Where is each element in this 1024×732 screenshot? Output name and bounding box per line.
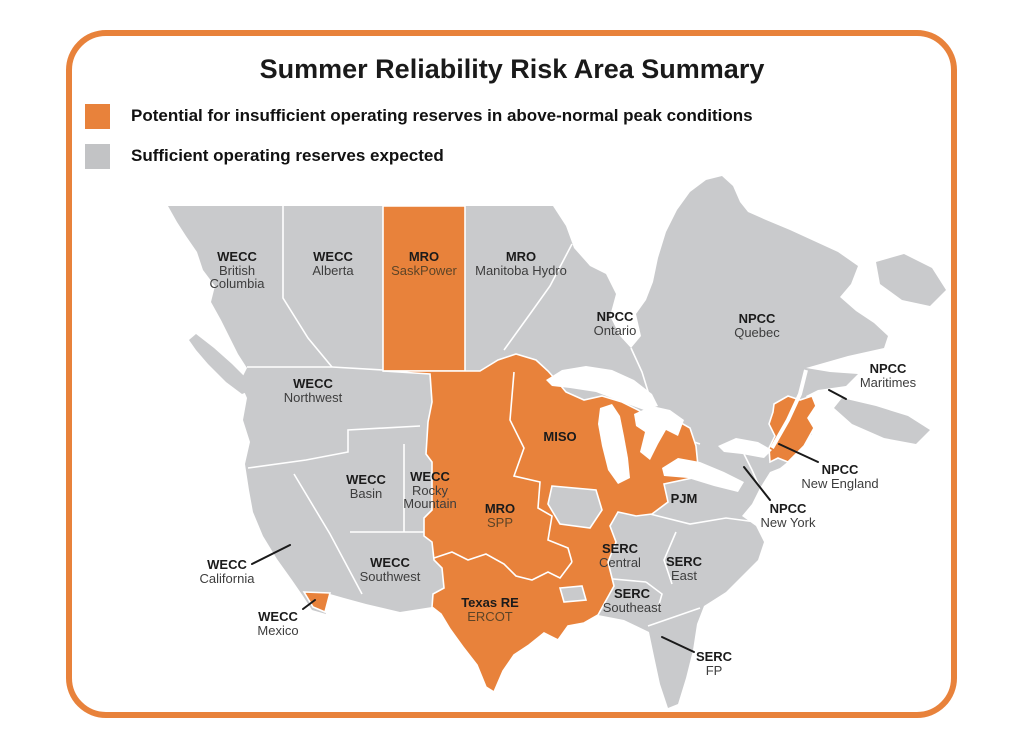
region-shape-baja-mexico (302, 591, 332, 614)
nova-scotia-maritimes (834, 398, 930, 444)
region-label-wecc-northwest: WECC Northwest (283, 376, 343, 405)
lake-erie (662, 458, 744, 492)
lake-ontario (718, 438, 772, 458)
leader-new-england (778, 443, 819, 463)
sufficient-color-swatch (85, 143, 110, 169)
region-label-npcc-new-york: NPCC New York (760, 501, 816, 530)
legend-row-risk: Potential for insufficient operating res… (85, 102, 753, 130)
region-label-pjm: PJM (670, 491, 698, 506)
region-label-wecc-basin: WECC Basin (346, 472, 386, 501)
legend: Potential for insufficient operating res… (85, 102, 753, 182)
enclave-missouri (547, 485, 603, 529)
enclave-east-texas (558, 585, 588, 603)
lake-huron (634, 406, 684, 460)
newfoundland-island (876, 254, 946, 306)
lake-superior (546, 366, 658, 410)
legend-label-sufficient: Sufficient operating reserves expected (131, 146, 444, 165)
region-label-serc-fp: SERC FP (695, 649, 733, 678)
region-label-miso: MISO (543, 429, 577, 444)
region-label-wecc-southwest: WECC Southwest (359, 555, 421, 584)
page-title: Summer Reliability Risk Area Summary (259, 54, 765, 84)
region-label-wecc-rocky-mountain: WECC Rocky Mountain (403, 469, 457, 511)
region-label-wecc-alberta: WECC Alberta (312, 249, 354, 278)
region-label-texas-re-ercot: Texas RE ERCOT (461, 595, 519, 624)
legend-row-sufficient: Sufficient operating reserves expected (85, 142, 753, 170)
region-label-npcc-ontario: NPCC Ontario (593, 309, 637, 338)
legend-label-risk: Potential for insufficient operating res… (131, 106, 753, 125)
great-lakes (546, 366, 772, 492)
vancouver-island (189, 334, 252, 394)
leader-new-york (743, 466, 771, 501)
leader-serc-fp (661, 636, 695, 653)
region-label-serc-central: SERC Central (599, 541, 641, 570)
leader-lines (251, 389, 847, 653)
region-label-npcc-maritimes: NPCC Maritimes (859, 361, 917, 390)
region-label-npcc-quebec: NPCC Quebec (734, 311, 780, 340)
region-label-mro-saskpower: MRO SaskPower (391, 249, 457, 278)
anticosti-island (842, 330, 872, 346)
region-label-npcc-new-england: NPCC New England (801, 462, 879, 491)
risk-area-internal-borders (433, 371, 573, 581)
region-label-mro-manitoba-hydro: MRO Manitoba Hydro (475, 249, 567, 278)
region-label-wecc-british-columbia: WECC British Columbia (209, 249, 265, 291)
risk-color-swatch (85, 103, 110, 129)
region-label-mro-spp: MRO SPP (484, 501, 516, 530)
st-lawrence-river (770, 369, 808, 449)
region-label-serc-southeast: SERC Southeast (602, 586, 662, 615)
leader-california (251, 544, 291, 565)
leader-maritimes (828, 389, 847, 400)
region-label-wecc-california: WECC California (199, 557, 255, 586)
leader-mexico (302, 599, 316, 610)
lake-michigan (598, 404, 630, 484)
region-label-wecc-mexico: WECC Mexico (257, 609, 299, 638)
region-label-serc-east: SERC East (665, 554, 703, 583)
region-shape-saskpower (382, 205, 466, 372)
